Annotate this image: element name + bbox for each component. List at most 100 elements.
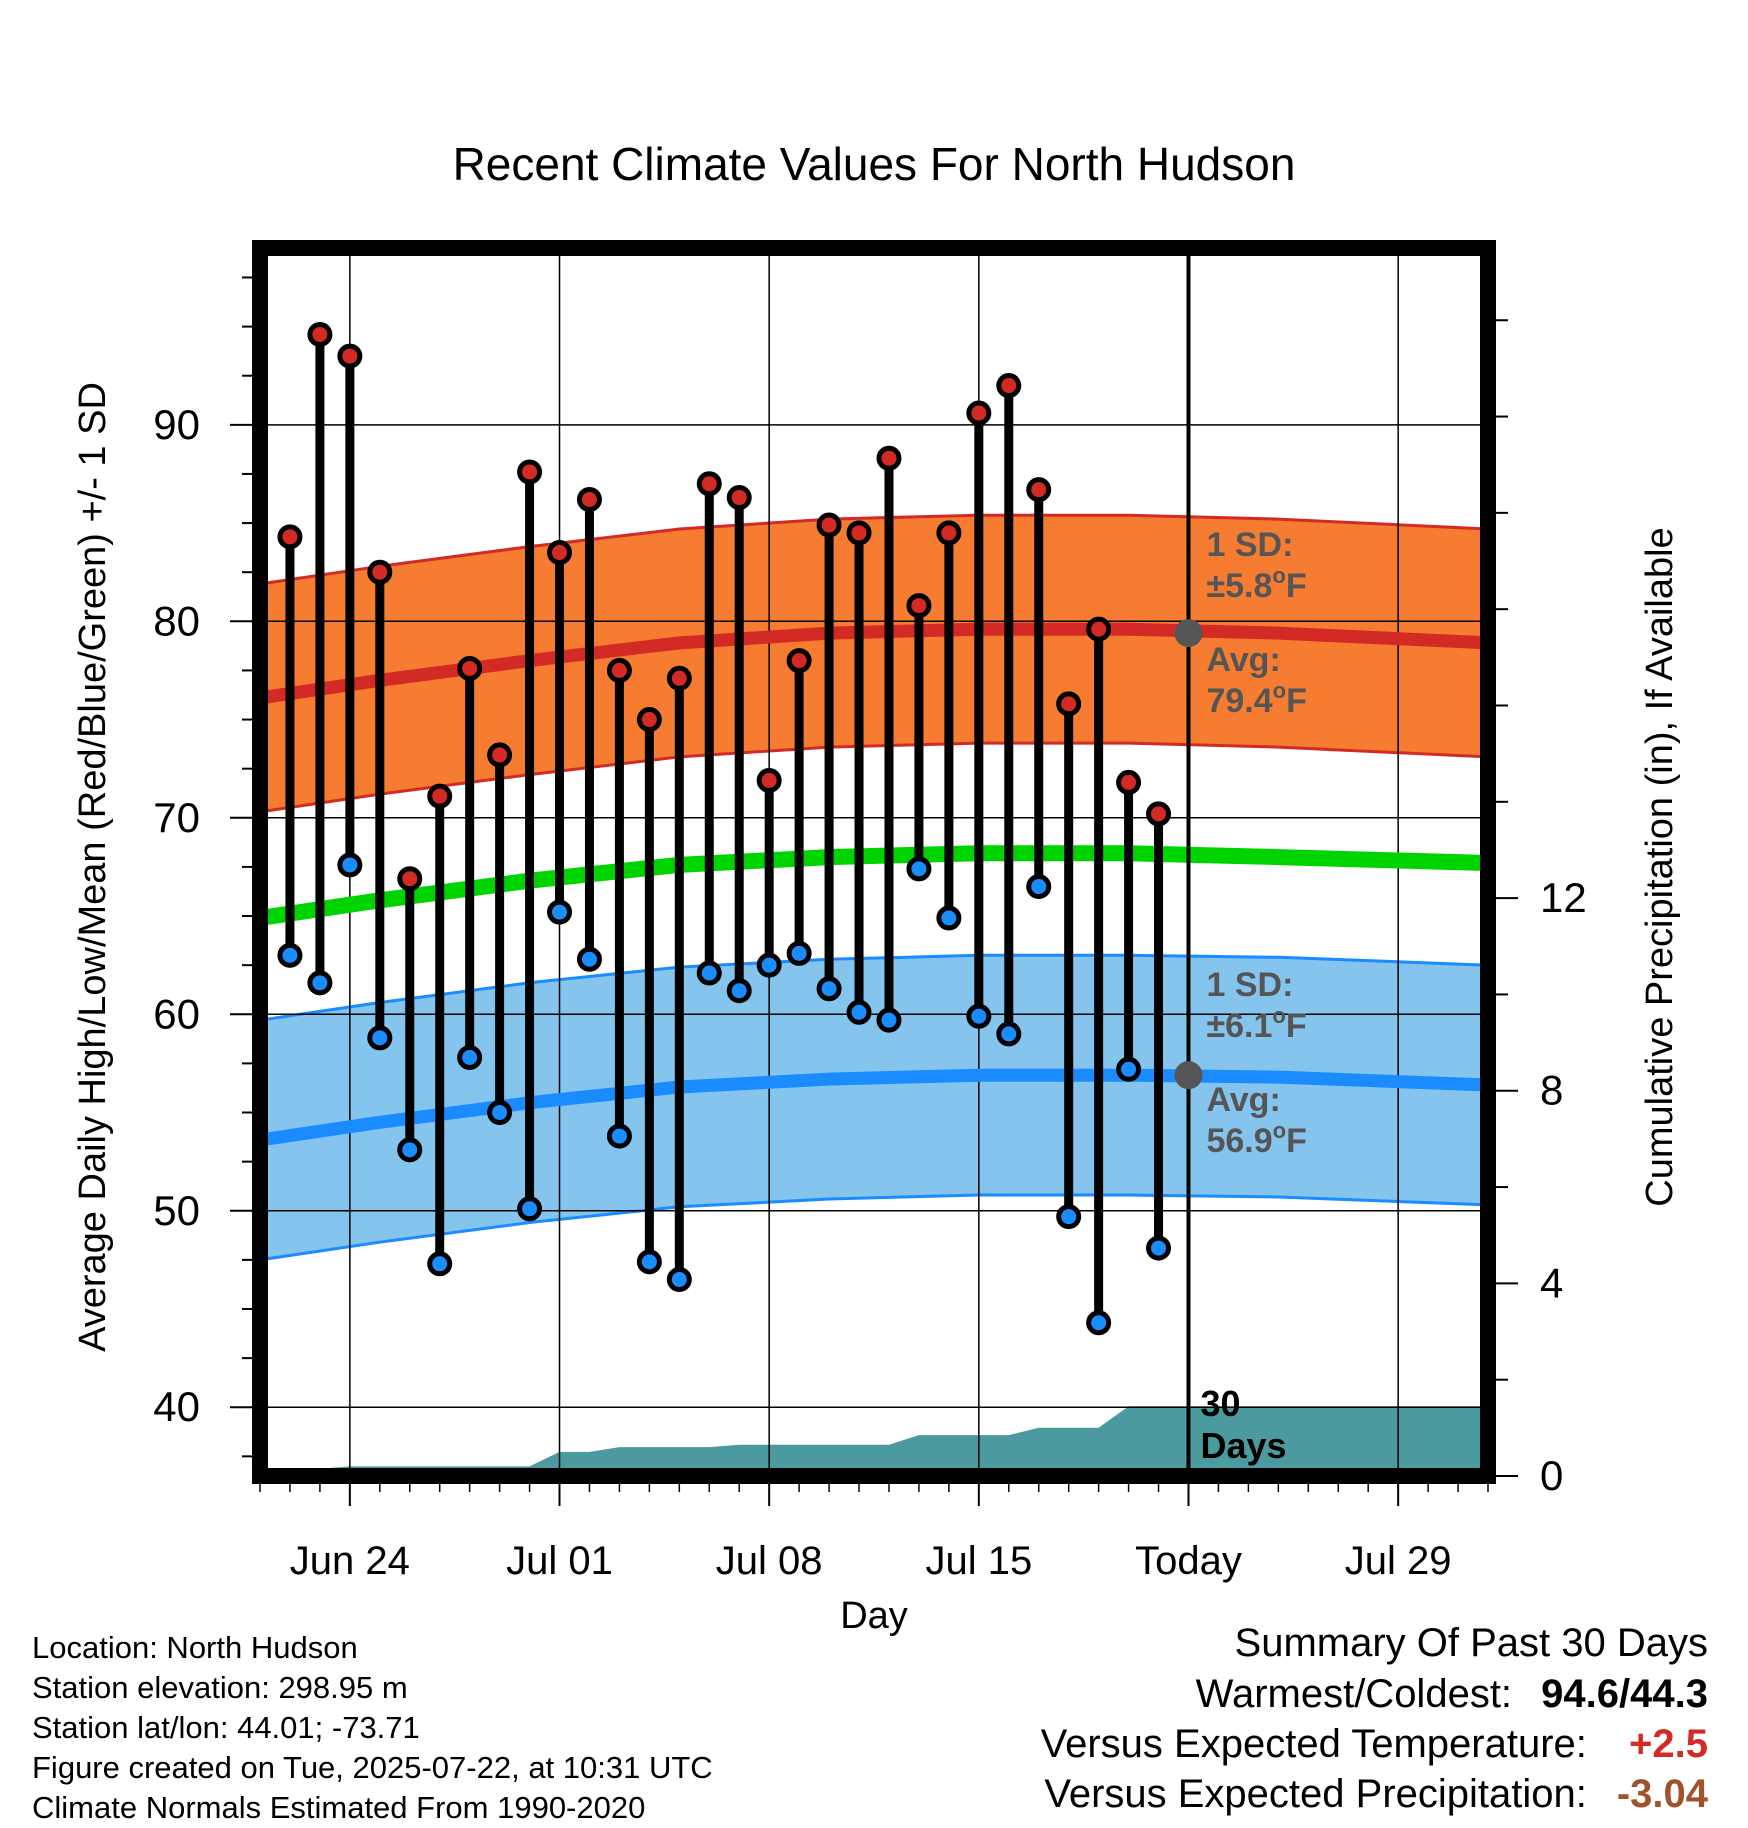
y-tick-label: 60 xyxy=(153,990,200,1037)
daily-high-point xyxy=(936,520,962,546)
station-info: Location: North Hudson Station elevation… xyxy=(32,1628,713,1828)
daily-high-point xyxy=(996,373,1022,399)
daily-low-point xyxy=(936,905,962,931)
info-latlon: Station lat/lon: 44.01; -73.71 xyxy=(32,1710,420,1745)
info-created: Figure created on Tue, 2025-07-22, at 10… xyxy=(32,1750,713,1785)
daily-high-point xyxy=(846,520,872,546)
daily-low-point xyxy=(517,1196,543,1222)
y2-tick-label: 4 xyxy=(1540,1259,1563,1306)
daily-low-point xyxy=(906,856,932,882)
info-elevation: Station elevation: 298.95 m xyxy=(32,1670,408,1705)
daily-low-point xyxy=(756,952,782,978)
daily-high-point xyxy=(427,783,453,809)
today-high-marker xyxy=(1174,619,1203,648)
low-sd-label: 1 SD: xyxy=(1206,966,1293,1004)
daily-low-point xyxy=(726,978,752,1004)
low-avg-label: Avg: xyxy=(1206,1081,1280,1119)
x-tick-label: Jul 01 xyxy=(506,1539,613,1583)
y-tick-label: 50 xyxy=(153,1187,200,1234)
x-tick-label: Jul 29 xyxy=(1345,1539,1452,1583)
daily-high-point xyxy=(606,657,632,683)
window-label-line2: Days xyxy=(1200,1425,1286,1466)
daily-low-point xyxy=(966,1003,992,1029)
y-tick-label: 80 xyxy=(153,597,200,644)
y-tick-label: 90 xyxy=(153,401,200,448)
daily-low-point xyxy=(666,1267,692,1293)
daily-high-point xyxy=(966,400,992,426)
daily-low-point xyxy=(1056,1204,1082,1230)
daily-low-point xyxy=(996,1021,1022,1047)
daily-high-point xyxy=(517,459,543,485)
daily-high-point xyxy=(1116,769,1142,795)
summary-warm-cold-label: Warmest/Coldest: xyxy=(1195,1672,1513,1716)
precip-area xyxy=(260,1406,1488,1476)
chart-title: Recent Climate Values For North Hudson xyxy=(453,138,1296,190)
daily-low-point xyxy=(846,999,872,1025)
low-avg-value: 56.9oF xyxy=(1206,1118,1306,1160)
daily-high-point xyxy=(457,655,483,681)
today-low-marker xyxy=(1174,1061,1203,1090)
plot-frame xyxy=(252,240,1496,1484)
y-tick-label: 40 xyxy=(153,1383,200,1430)
daily-low-point xyxy=(547,899,573,925)
x-axis-label: Day xyxy=(840,1595,908,1637)
summary-precip-value: -3.04 xyxy=(1616,1772,1708,1816)
daily-high-point xyxy=(397,866,423,892)
daily-low-point xyxy=(1086,1310,1112,1336)
high-avg-label: Avg: xyxy=(1206,641,1280,679)
daily-high-point xyxy=(756,767,782,793)
summary-temp-value: +2.5 xyxy=(1629,1722,1708,1766)
info-normals: Climate Normals Estimated From 1990-2020 xyxy=(32,1790,646,1825)
y2-tick-label: 0 xyxy=(1540,1452,1563,1499)
daily-low-point xyxy=(1026,874,1052,900)
low-sd-band-lower-edge xyxy=(259,1193,1489,1262)
info-location: Location: North Hudson xyxy=(32,1630,358,1665)
daily-high-point xyxy=(1026,477,1052,503)
low-sd-band xyxy=(260,955,1488,1260)
daily-high-point xyxy=(726,485,752,511)
daily-low-point xyxy=(636,1249,662,1275)
high-avg-value: 79.4oF xyxy=(1206,678,1306,720)
window-label-line1: 30 xyxy=(1200,1383,1240,1424)
daily-high-point xyxy=(666,665,692,691)
daily-high-point xyxy=(816,512,842,538)
summary-warm-cold-value: 94.6/44.3 xyxy=(1541,1672,1708,1716)
y2-axis-label: Cumulative Precipitation (in), If Availa… xyxy=(1639,527,1681,1206)
daily-low-point xyxy=(397,1137,423,1163)
daily-high-point xyxy=(367,559,393,585)
y-axis-label: Average Daily High/Low/Mean (Red/Blue/Gr… xyxy=(72,382,114,1352)
daily-high-point xyxy=(337,343,363,369)
daily-high-point xyxy=(307,321,333,347)
daily-high-point xyxy=(576,486,602,512)
daily-low-point xyxy=(606,1123,632,1149)
high-sd-value: ±5.8oF xyxy=(1206,563,1306,605)
daily-low-point xyxy=(427,1251,453,1277)
daily-low-point xyxy=(696,960,722,986)
daily-high-point xyxy=(547,540,573,566)
x-tick-label: Jul 15 xyxy=(925,1539,1032,1583)
daily-low-point xyxy=(307,970,333,996)
daily-low-point xyxy=(1116,1056,1142,1082)
daily-high-point xyxy=(1086,616,1112,642)
daily-high-point xyxy=(487,742,513,768)
daily-low-point xyxy=(576,946,602,972)
daily-high-point xyxy=(636,707,662,733)
daily-low-point xyxy=(337,852,363,878)
x-tick-label: Today xyxy=(1135,1539,1242,1583)
x-tick-label: Jun 24 xyxy=(290,1539,410,1583)
normal-low-line xyxy=(259,1068,1489,1147)
daily-high-point xyxy=(1146,801,1172,827)
daily-low-point xyxy=(816,976,842,1002)
high-sd-label: 1 SD: xyxy=(1206,526,1293,564)
daily-low-point xyxy=(277,942,303,968)
daily-high-point xyxy=(1056,691,1082,717)
y2-tick-label: 12 xyxy=(1540,874,1587,921)
daily-low-point xyxy=(367,1025,393,1051)
y2-tick-label: 8 xyxy=(1540,1067,1563,1114)
daily-high-point xyxy=(786,648,812,674)
low-sd-value: ±6.1oF xyxy=(1206,1003,1306,1045)
daily-low-point xyxy=(1146,1235,1172,1261)
summary-precip-label: Versus Expected Precipitation: xyxy=(1044,1772,1587,1816)
daily-high-point xyxy=(906,593,932,619)
